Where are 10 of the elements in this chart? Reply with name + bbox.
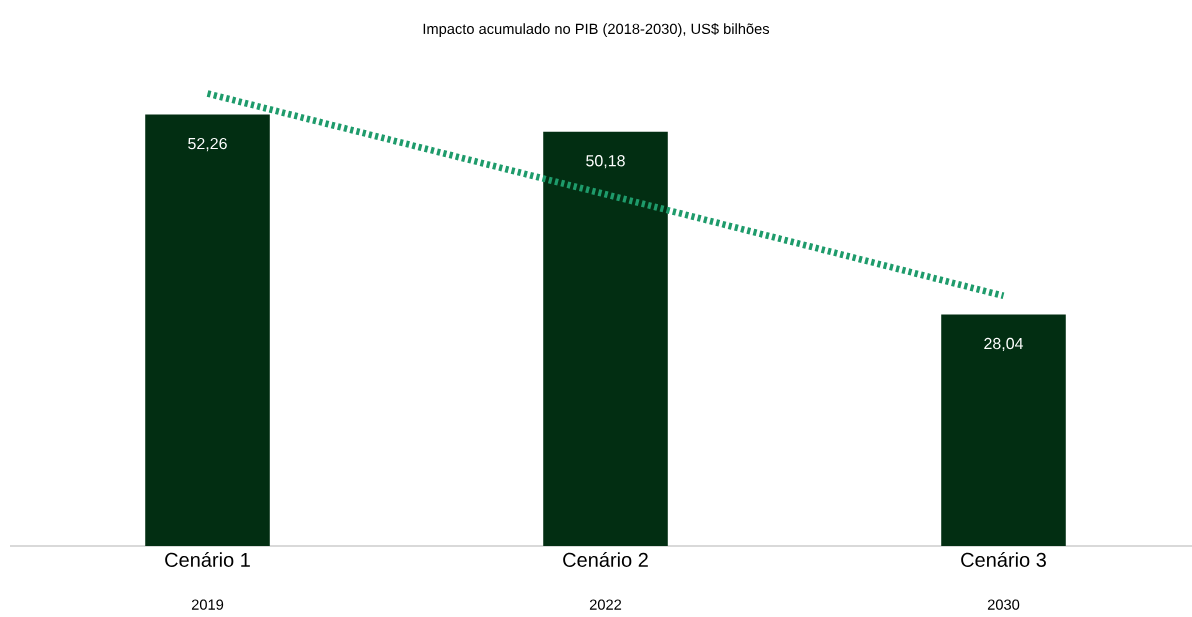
data-label: 52,26 xyxy=(188,137,227,152)
text: 2019 xyxy=(191,599,224,610)
x-tick-label: Cenário 3 xyxy=(961,552,1046,567)
text: 2022 xyxy=(589,599,622,610)
x-tick-label: Cenário 2 xyxy=(563,552,648,567)
chart-title: Impacto acumulado no PIB (2018-2030), US$ bilhões xyxy=(423,23,770,37)
text: 2030 xyxy=(987,599,1020,610)
data-label: 50,18 xyxy=(586,155,625,169)
data-label: 28,04 xyxy=(984,337,1024,352)
x-tick-label: Cenário 1 xyxy=(165,552,250,567)
